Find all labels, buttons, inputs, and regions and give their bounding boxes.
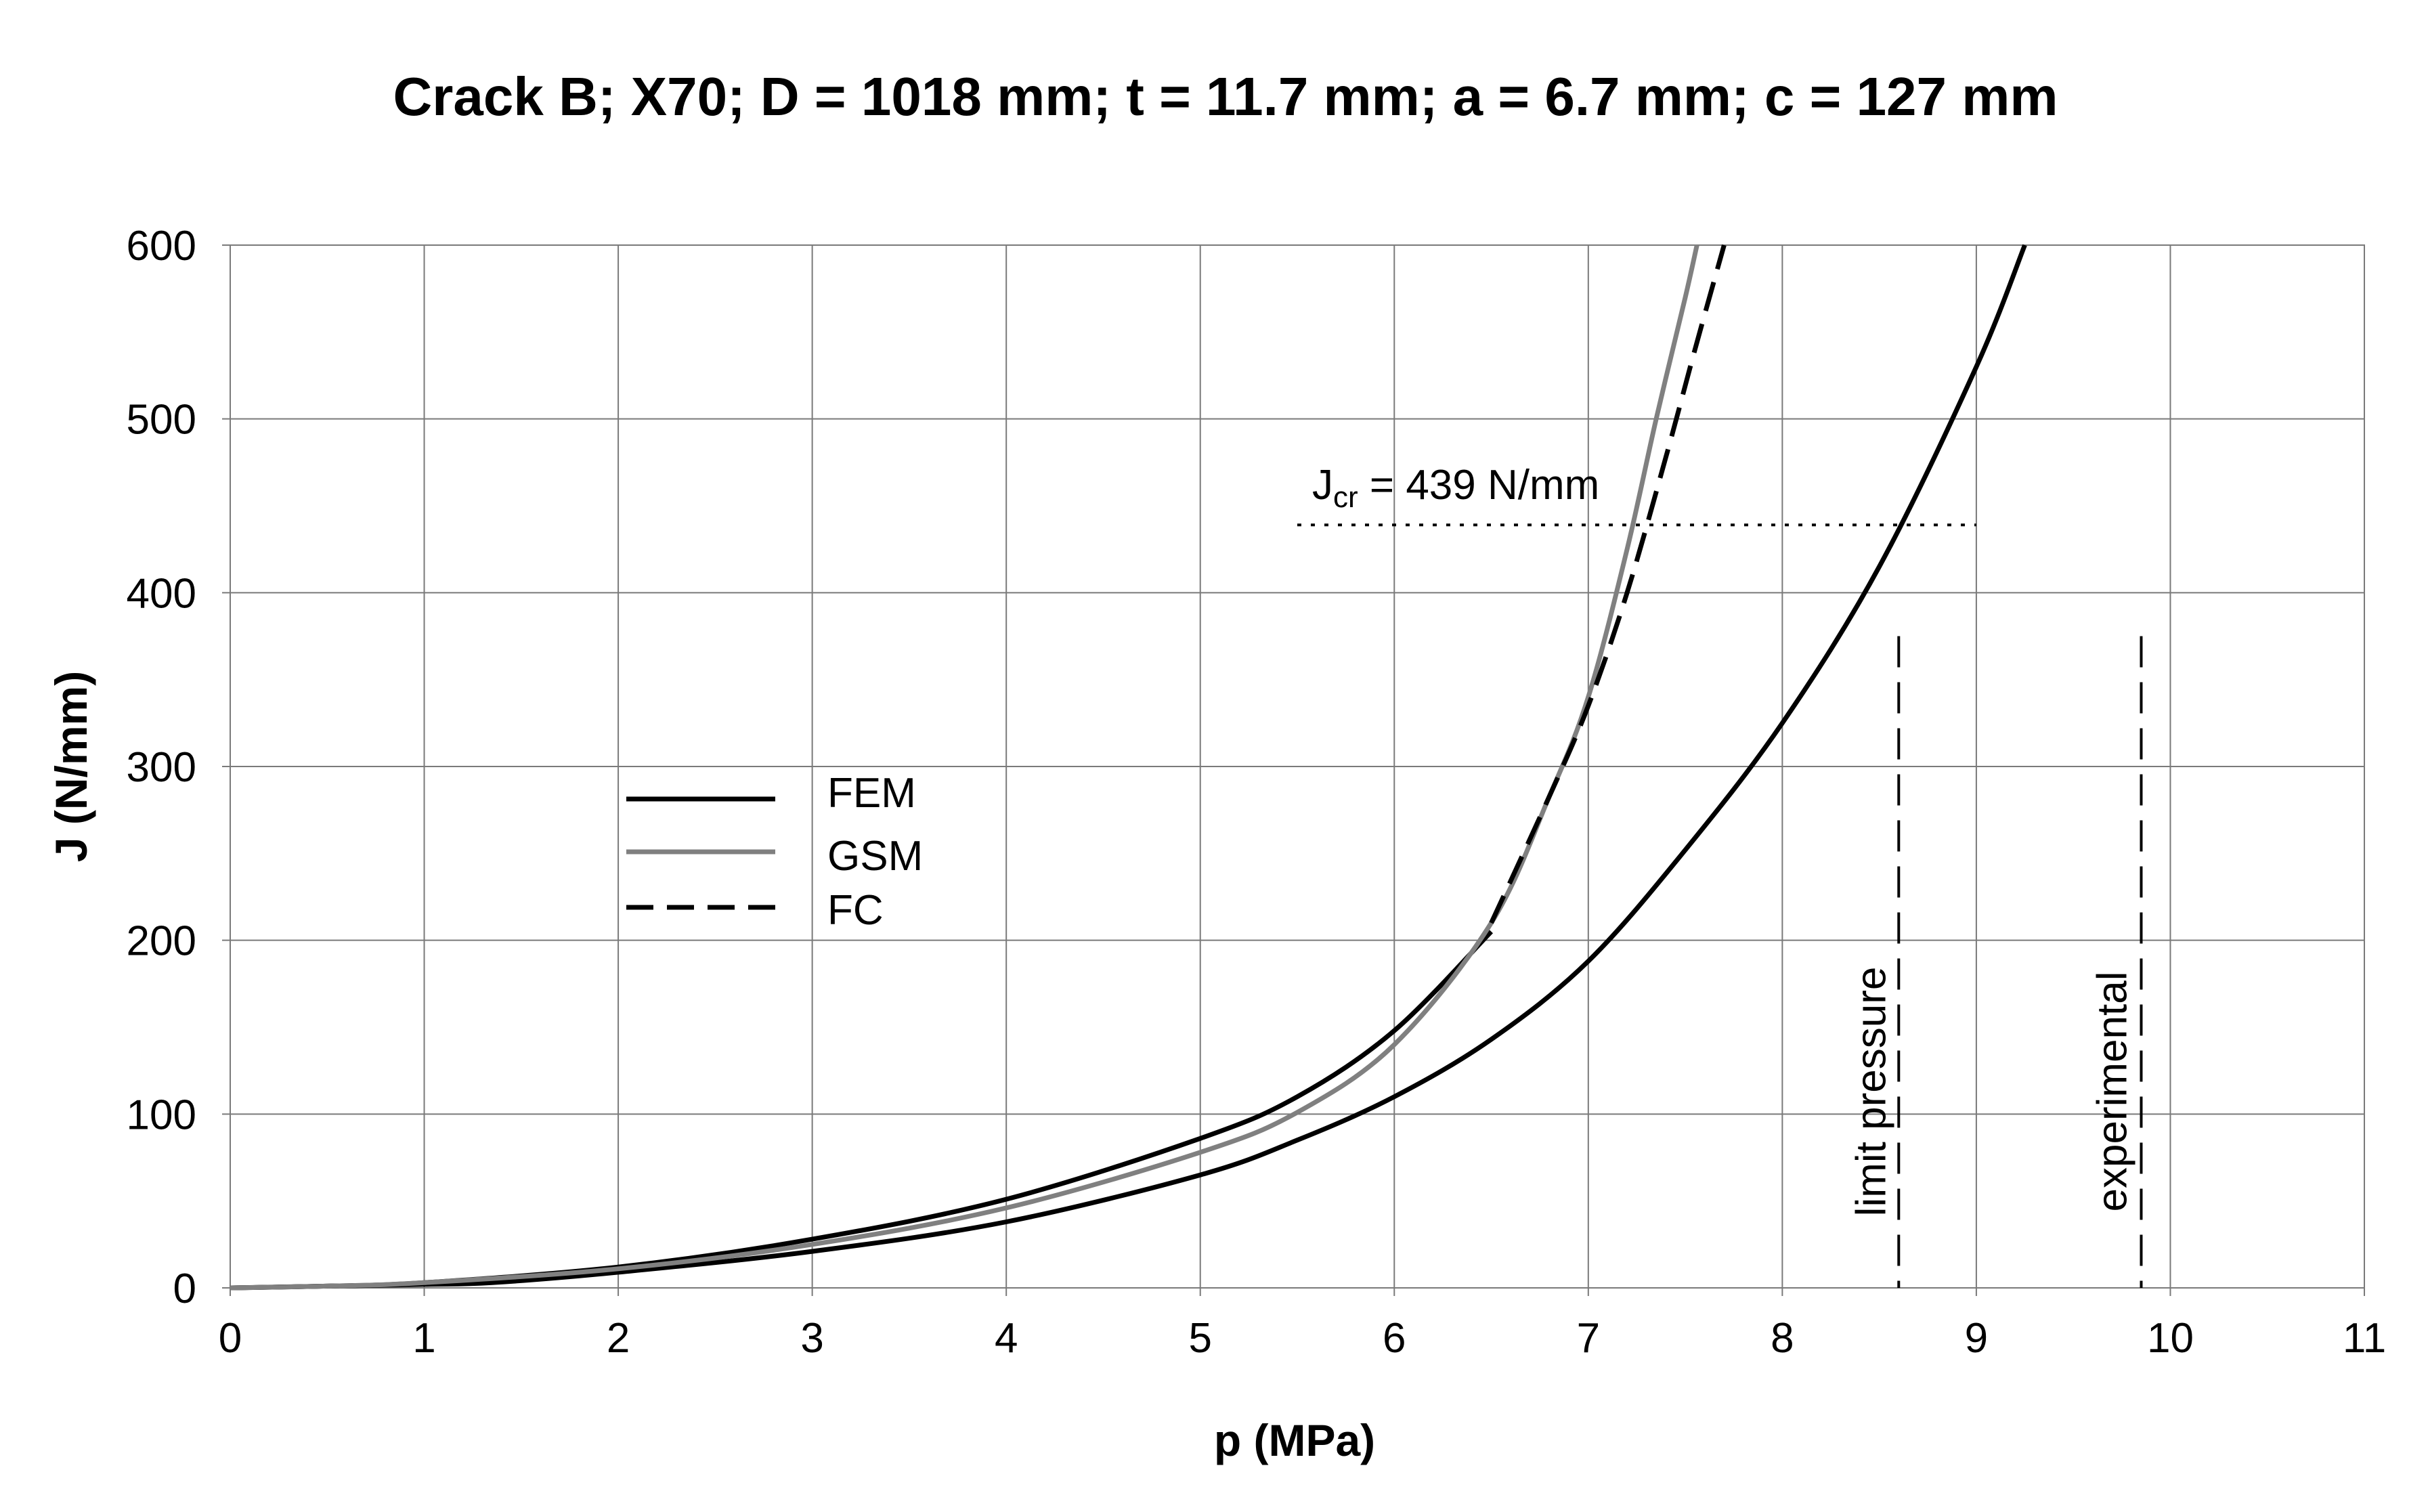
x-tick-label: 1 [412,1315,435,1362]
experimental-label: experimental [2089,972,2136,1212]
x-tick-label: 4 [995,1315,1018,1362]
legend-label-gsm: GSM [827,833,923,880]
series-line-fem [230,244,2027,1291]
jcr-label-rest: = 439 N/mm [1358,462,1600,509]
x-tick-label: 10 [2147,1315,2194,1362]
series-line-fc [1489,244,1727,924]
x-tick-label: 0 [219,1315,242,1362]
series [230,244,2027,1291]
chart-title: Crack B; X70; D = 1018 mm; t = 11.7 mm; … [393,66,2058,127]
legend: FEM GSM FC [626,770,923,934]
x-tick-label: 8 [1771,1315,1794,1362]
series-line-gsm [230,244,1699,1291]
annotations: Jcr = 439 N/mm limit pressure experiment… [1297,462,2143,1288]
y-tick-label: 500 [127,397,196,444]
x-axis-label: p (MPa) [1214,1415,1375,1465]
x-tick-label: 2 [607,1315,630,1362]
y-tick-label: 0 [173,1266,196,1312]
x-tick-label: 5 [1188,1315,1211,1362]
y-tick-label: 200 [127,918,196,965]
x-tick-label: 9 [1965,1315,1988,1362]
x-tick-label: 11 [2343,1315,2386,1362]
y-tick-label: 600 [127,223,196,269]
x-tick-label: 7 [1577,1315,1600,1362]
y-tick-label: 300 [127,744,196,791]
limit-pressure-label: limit pressure [1848,967,1894,1217]
grid [222,244,2365,1296]
jcr-label: Jcr = 439 N/mm [1312,462,1599,514]
y-axis-label: J (N/mm) [46,671,96,862]
x-tick-label: 3 [800,1315,823,1362]
x-tick-label: 6 [1383,1315,1406,1362]
plot-frame [230,244,2365,1289]
legend-label-fem: FEM [827,770,916,817]
tick-labels: 0 1 2 3 4 5 6 7 8 9 10 11 0 100 200 300 400 500 600 [127,223,2387,1362]
jcr-label-main: J [1312,462,1333,509]
legend-label-fc: FC [827,887,884,934]
jcr-label-sub: cr [1333,481,1358,514]
y-tick-label: 400 [127,570,196,617]
y-tick-label: 100 [127,1092,196,1138]
